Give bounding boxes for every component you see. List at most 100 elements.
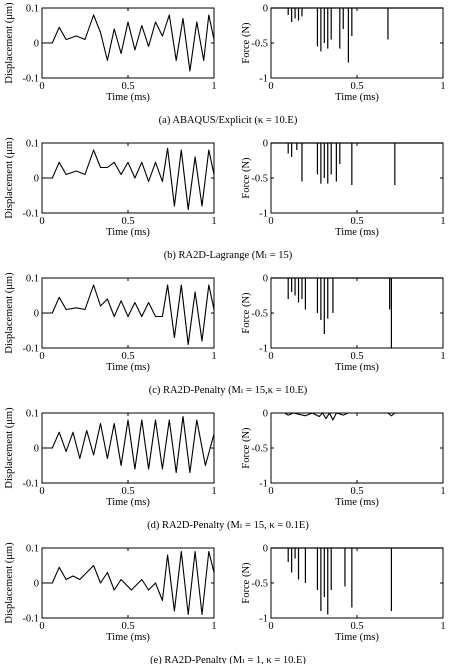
axes-frame xyxy=(270,547,444,619)
y-tick-label: 0.1 xyxy=(26,139,39,150)
x-tick-label: 0 xyxy=(268,351,273,362)
x-axis-label: Time (ms) xyxy=(335,497,379,508)
panel-caption: (e) RA2D-Penalty (Mₗ = 1, κ = 10.E) xyxy=(150,655,306,664)
y-tick-label: -0.5 xyxy=(251,579,268,590)
y-tick-label: -1 xyxy=(259,74,268,85)
y-tick-label: -0.5 xyxy=(251,444,268,455)
x-tick-label: 1 xyxy=(440,486,445,497)
x-tick-label: 0.5 xyxy=(350,351,363,362)
y-tick-label: -1 xyxy=(259,614,268,625)
x-axis-label: Time (ms) xyxy=(335,632,379,643)
y-axis-label: Displacement (μm) xyxy=(4,542,15,624)
y-tick-label: 0 xyxy=(34,39,39,50)
x-tick-label: 0 xyxy=(268,621,273,632)
y-tick-label: 0 xyxy=(34,444,39,455)
y-tick-label: 0 xyxy=(34,579,39,590)
y-tick-label: 0 xyxy=(263,544,268,555)
y-tick-label: 0 xyxy=(263,139,268,150)
x-tick-label: 0.5 xyxy=(121,216,134,227)
x-axis-label: Time (ms) xyxy=(335,227,379,238)
axes-frame xyxy=(41,547,215,619)
y-tick-label: -0.1 xyxy=(22,209,39,220)
x-tick-label: 1 xyxy=(211,486,216,497)
y-axis-label: Force (N) xyxy=(241,157,252,199)
x-tick-label: 0.5 xyxy=(350,621,363,632)
x-tick-label: 1 xyxy=(440,351,445,362)
axes-frame xyxy=(41,277,215,349)
panel-caption: (c) RA2D-Penalty (Mₗ = 15,κ = 10.E) xyxy=(149,385,308,396)
x-tick-label: 1 xyxy=(211,351,216,362)
y-tick-label: 0.1 xyxy=(26,274,39,285)
x-axis-label: Time (ms) xyxy=(335,362,379,373)
y-axis-label: Force (N) xyxy=(241,292,252,334)
x-tick-label: 0 xyxy=(39,216,44,227)
series-line xyxy=(271,412,443,421)
axes-frame xyxy=(41,7,215,79)
x-tick-label: 1 xyxy=(211,81,216,92)
axes-frame xyxy=(270,142,444,214)
x-tick-label: 0 xyxy=(39,351,44,362)
y-tick-label: 0 xyxy=(263,409,268,420)
y-tick-label: -0.5 xyxy=(251,174,268,185)
x-axis-label: Time (ms) xyxy=(335,92,379,103)
x-axis-label: Time (ms) xyxy=(106,497,150,508)
y-tick-label: -0.5 xyxy=(251,309,268,320)
x-tick-label: 0 xyxy=(268,216,273,227)
x-tick-label: 0.5 xyxy=(350,216,363,227)
x-tick-label: 0.5 xyxy=(121,621,134,632)
y-tick-label: 0 xyxy=(263,274,268,285)
series-line xyxy=(42,550,215,616)
x-tick-label: 0.5 xyxy=(350,81,363,92)
y-axis-label: Displacement (μm) xyxy=(4,2,15,84)
y-tick-label: -0.1 xyxy=(22,614,39,625)
x-tick-label: 1 xyxy=(211,216,216,227)
x-tick-label: 1 xyxy=(440,81,445,92)
y-tick-label: -1 xyxy=(259,479,268,490)
x-tick-label: 0 xyxy=(39,81,44,92)
x-tick-label: 1 xyxy=(440,621,445,632)
y-tick-label: 0 xyxy=(34,174,39,185)
panel-caption: (a) ABAQUS/Explicit (κ = 10.E) xyxy=(159,115,298,126)
y-tick-label: -0.1 xyxy=(22,479,39,490)
series-line xyxy=(42,284,215,346)
axes-frame xyxy=(41,142,215,214)
y-axis-label: Displacement (μm) xyxy=(4,407,15,489)
x-tick-label: 0.5 xyxy=(121,351,134,362)
panel-caption: (d) RA2D-Penalty (Mₗ = 15, κ = 0.1E) xyxy=(147,520,309,531)
y-tick-label: 0.1 xyxy=(26,409,39,420)
x-tick-label: 0.5 xyxy=(121,486,134,497)
y-axis-label: Force (N) xyxy=(241,562,252,604)
y-tick-label: -0.5 xyxy=(251,39,268,50)
x-tick-label: 0.5 xyxy=(350,486,363,497)
x-axis-label: Time (ms) xyxy=(106,362,150,373)
series-line xyxy=(42,415,215,474)
axes-frame xyxy=(270,412,444,484)
x-tick-label: 0 xyxy=(268,486,273,497)
x-tick-label: 1 xyxy=(211,621,216,632)
x-tick-label: 0.5 xyxy=(121,81,134,92)
panel-caption: (b) RA2D-Lagrange (Mₗ = 15) xyxy=(164,250,293,261)
x-axis-label: Time (ms) xyxy=(106,632,150,643)
x-tick-label: 0 xyxy=(39,486,44,497)
x-axis-label: Time (ms) xyxy=(106,92,150,103)
y-tick-label: -1 xyxy=(259,209,268,220)
axes-frame xyxy=(270,7,444,79)
series-line xyxy=(42,14,215,72)
x-tick-label: 0 xyxy=(268,81,273,92)
y-tick-label: 0 xyxy=(34,309,39,320)
x-tick-label: 0 xyxy=(39,621,44,632)
y-tick-label: 0 xyxy=(263,4,268,15)
x-tick-label: 1 xyxy=(440,216,445,227)
axes-frame xyxy=(270,277,444,349)
y-tick-label: -0.1 xyxy=(22,74,39,85)
y-axis-label: Displacement (μm) xyxy=(4,272,15,354)
